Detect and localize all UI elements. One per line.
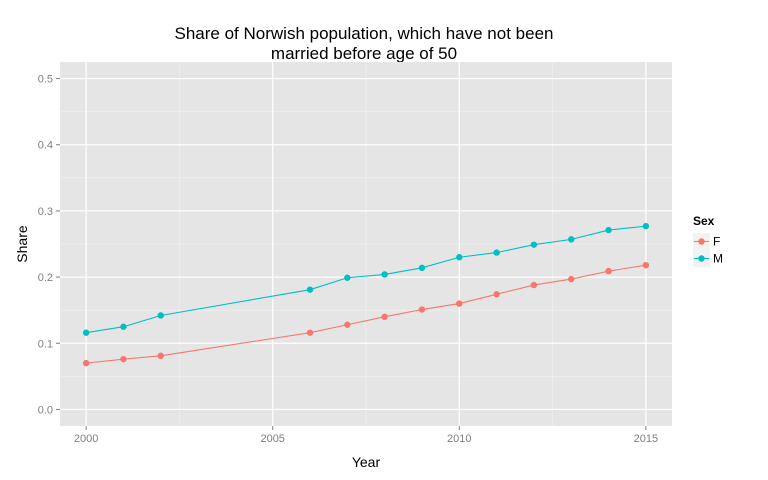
y-tick-label: 0.3 [38, 206, 53, 218]
legend-label-m: M [713, 252, 723, 266]
data-point-m [568, 236, 575, 243]
data-point-m [530, 241, 538, 248]
chart-title-line-1: Share of Norwish population, which have … [175, 24, 554, 43]
data-point-m [642, 222, 650, 230]
data-point-m [493, 249, 500, 256]
data-point-m [120, 323, 127, 330]
chart-title-line-2: married before age of 50 [271, 44, 457, 63]
y-tick-label: 0.2 [38, 272, 53, 284]
data-point-m [456, 254, 463, 261]
y-tick-label: 0.0 [38, 404, 53, 416]
data-point-f [456, 300, 463, 307]
minor-grid [60, 62, 672, 426]
data-point-m [381, 271, 388, 278]
x-tick-label: 2000 [74, 433, 98, 445]
data-point-f [642, 261, 650, 269]
data-point-m [344, 274, 351, 281]
series-points [82, 222, 650, 367]
data-point-m [157, 312, 164, 319]
data-point-m [605, 226, 612, 234]
y-tick-label: 0.1 [38, 338, 53, 350]
data-point-m [82, 329, 90, 336]
major-grid [60, 62, 672, 426]
data-point-f [306, 329, 314, 336]
legend-title: Sex [693, 214, 715, 228]
y-axis-title: Share [14, 225, 30, 263]
data-point-f [82, 359, 90, 367]
data-point-f [120, 355, 127, 363]
x-axis-title: Year [352, 454, 381, 470]
data-point-f [157, 352, 164, 360]
legend-items: FM [693, 233, 723, 267]
data-point-f [605, 267, 612, 275]
data-point-f [568, 275, 575, 283]
axis-ticks [56, 78, 647, 430]
legend-key-point-m [698, 255, 705, 262]
legend: Sex FM [693, 214, 723, 267]
data-point-m [306, 286, 314, 293]
data-point-m [418, 264, 426, 272]
x-tick-label: 2005 [260, 433, 284, 445]
data-point-f [344, 321, 351, 328]
y-tick-label: 0.5 [38, 74, 53, 86]
x-tick-label: 2010 [447, 433, 471, 445]
x-tick-label: 2015 [634, 433, 658, 445]
x-axis-tick-labels: 2000 2005 2010 2015 [74, 433, 658, 445]
data-point-f [530, 281, 538, 289]
data-point-f [381, 313, 388, 320]
legend-label-f: F [713, 235, 720, 249]
y-axis-tick-labels: 0.0 0.1 0.2 0.3 0.4 0.5 [38, 74, 53, 417]
y-tick-label: 0.4 [38, 140, 53, 152]
legend-key-point-f [698, 238, 705, 245]
data-point-f [493, 291, 500, 298]
data-point-f [418, 306, 426, 313]
